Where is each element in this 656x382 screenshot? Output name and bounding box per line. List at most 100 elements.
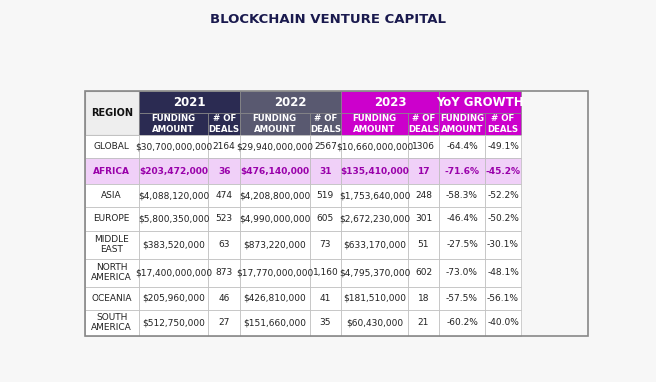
- Text: -58.3%: -58.3%: [446, 191, 478, 200]
- Bar: [310, 259, 341, 286]
- Bar: [440, 207, 485, 231]
- Bar: [139, 184, 209, 207]
- Bar: [310, 113, 341, 135]
- Text: MIDDLE
EAST: MIDDLE EAST: [94, 235, 129, 254]
- Bar: [310, 207, 341, 231]
- Bar: [139, 113, 209, 135]
- Text: 2022: 2022: [274, 96, 307, 108]
- Text: -64.4%: -64.4%: [446, 142, 478, 151]
- Bar: [85, 91, 139, 135]
- Bar: [209, 231, 240, 259]
- Bar: [209, 184, 240, 207]
- Bar: [485, 158, 522, 184]
- Text: SOUTH
AMERICA: SOUTH AMERICA: [91, 313, 132, 332]
- Text: 248: 248: [415, 191, 432, 200]
- Text: REGION: REGION: [91, 108, 133, 118]
- Bar: [139, 91, 240, 113]
- Bar: [440, 184, 485, 207]
- Bar: [139, 207, 209, 231]
- Text: BLOCKCHAIN VENTURE CAPITAL: BLOCKCHAIN VENTURE CAPITAL: [210, 13, 446, 26]
- Text: $4,208,800,000: $4,208,800,000: [239, 191, 310, 200]
- Text: 301: 301: [415, 214, 432, 223]
- Text: $205,960,000: $205,960,000: [142, 294, 205, 303]
- Bar: [341, 259, 407, 286]
- Text: ASIA: ASIA: [102, 191, 122, 200]
- Text: 873: 873: [216, 268, 233, 277]
- Text: 17: 17: [417, 167, 430, 176]
- Bar: [209, 158, 240, 184]
- Text: -50.2%: -50.2%: [487, 214, 519, 223]
- Bar: [310, 135, 341, 158]
- Bar: [85, 286, 139, 310]
- Bar: [85, 310, 139, 335]
- Text: $181,510,000: $181,510,000: [343, 294, 406, 303]
- Bar: [341, 113, 407, 135]
- Text: -45.2%: -45.2%: [485, 167, 521, 176]
- Text: NORTH
AMERICA: NORTH AMERICA: [91, 263, 132, 282]
- Bar: [341, 158, 407, 184]
- Text: -27.5%: -27.5%: [446, 240, 478, 249]
- Bar: [407, 207, 440, 231]
- Bar: [209, 207, 240, 231]
- Bar: [139, 286, 209, 310]
- Bar: [240, 135, 310, 158]
- Text: $10,660,000,000: $10,660,000,000: [336, 142, 413, 151]
- Text: FUNDING
AMOUNT: FUNDING AMOUNT: [440, 114, 484, 134]
- Bar: [485, 184, 522, 207]
- Text: 73: 73: [319, 240, 331, 249]
- Bar: [341, 184, 407, 207]
- Text: -48.1%: -48.1%: [487, 268, 519, 277]
- Text: $17,400,000,000: $17,400,000,000: [135, 268, 212, 277]
- Bar: [85, 91, 588, 335]
- Bar: [341, 286, 407, 310]
- Text: -73.0%: -73.0%: [446, 268, 478, 277]
- Text: 31: 31: [319, 167, 332, 176]
- Text: $135,410,000: $135,410,000: [340, 167, 409, 176]
- Bar: [341, 135, 407, 158]
- Bar: [440, 113, 485, 135]
- Bar: [341, 231, 407, 259]
- Text: 523: 523: [216, 214, 233, 223]
- Text: $1,753,640,000: $1,753,640,000: [338, 191, 410, 200]
- Bar: [407, 135, 440, 158]
- Bar: [139, 310, 209, 335]
- Text: $4,795,370,000: $4,795,370,000: [338, 268, 410, 277]
- Bar: [407, 286, 440, 310]
- Text: $873,220,000: $873,220,000: [243, 240, 306, 249]
- Bar: [485, 286, 522, 310]
- Text: $151,660,000: $151,660,000: [243, 318, 306, 327]
- Bar: [341, 207, 407, 231]
- Bar: [485, 113, 522, 135]
- Bar: [310, 231, 341, 259]
- Text: 51: 51: [418, 240, 429, 249]
- Text: $512,750,000: $512,750,000: [142, 318, 205, 327]
- Text: -30.1%: -30.1%: [487, 240, 519, 249]
- Bar: [209, 113, 240, 135]
- Bar: [407, 158, 440, 184]
- Text: $2,672,230,000: $2,672,230,000: [339, 214, 410, 223]
- Text: 46: 46: [218, 294, 230, 303]
- Bar: [310, 158, 341, 184]
- Bar: [485, 135, 522, 158]
- Bar: [440, 231, 485, 259]
- Text: $17,770,000,000: $17,770,000,000: [236, 268, 314, 277]
- Bar: [240, 231, 310, 259]
- Bar: [310, 286, 341, 310]
- Bar: [240, 310, 310, 335]
- Text: 519: 519: [317, 191, 334, 200]
- Bar: [341, 91, 440, 113]
- Text: 27: 27: [218, 318, 230, 327]
- Text: $60,430,000: $60,430,000: [346, 318, 403, 327]
- Bar: [485, 207, 522, 231]
- Text: $30,700,000,000: $30,700,000,000: [135, 142, 213, 151]
- Bar: [139, 135, 209, 158]
- Bar: [240, 259, 310, 286]
- Text: 41: 41: [319, 294, 331, 303]
- Text: YoY GROWTH: YoY GROWTH: [437, 96, 524, 108]
- Text: -49.1%: -49.1%: [487, 142, 519, 151]
- Bar: [85, 158, 139, 184]
- Text: FUNDING
AMOUNT: FUNDING AMOUNT: [352, 114, 396, 134]
- Bar: [209, 286, 240, 310]
- Text: -57.5%: -57.5%: [446, 294, 478, 303]
- Bar: [209, 259, 240, 286]
